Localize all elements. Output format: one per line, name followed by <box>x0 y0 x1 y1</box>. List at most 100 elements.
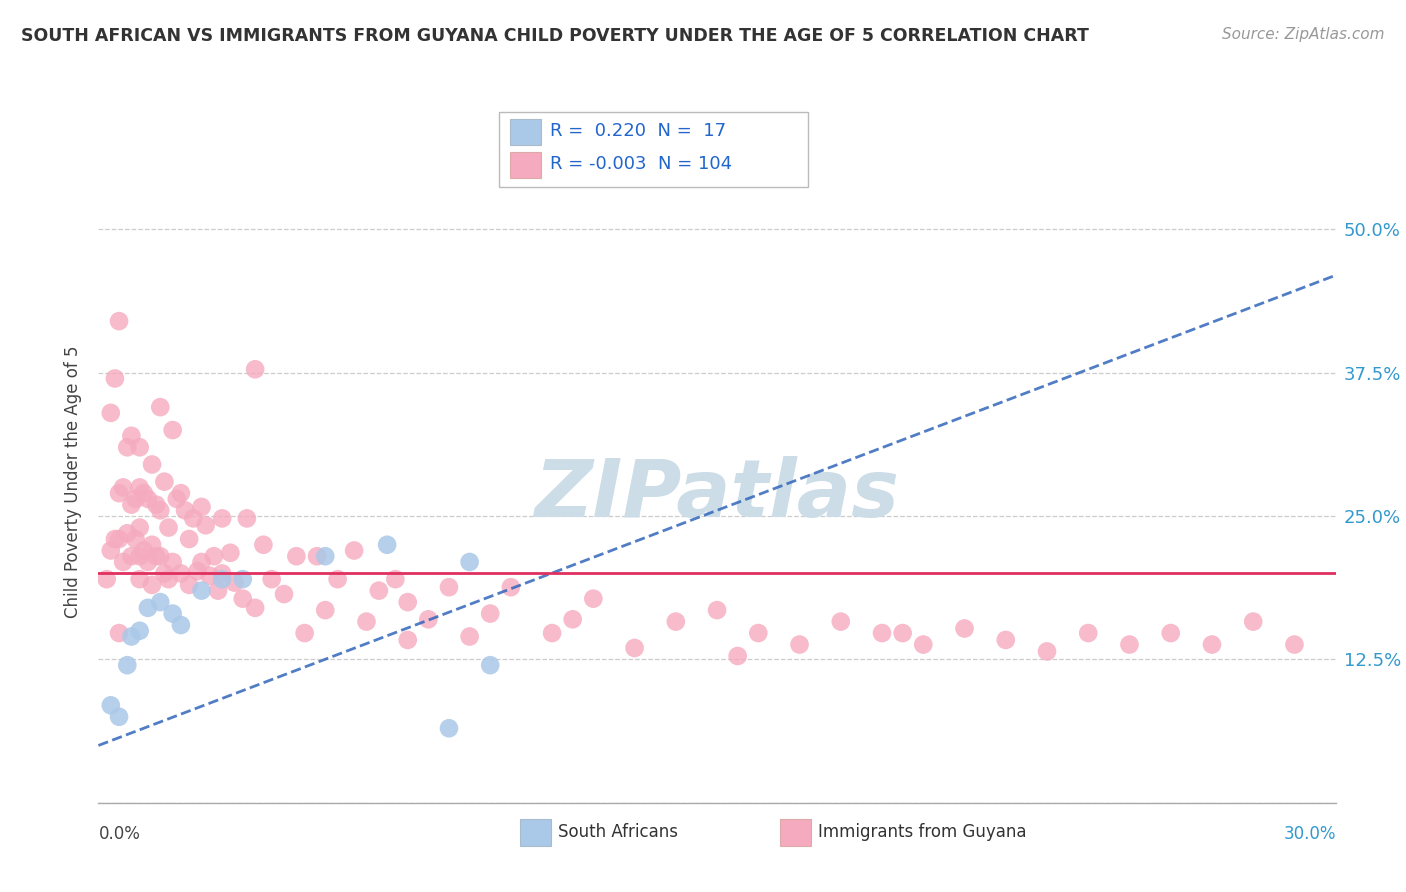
Point <box>104 371 127 385</box>
Point <box>162 607 184 621</box>
Point <box>499 580 522 594</box>
Point <box>727 648 749 663</box>
Point <box>232 591 254 606</box>
Point <box>747 626 769 640</box>
Point <box>314 603 336 617</box>
Point <box>153 566 176 581</box>
Point <box>384 572 406 586</box>
Point <box>153 475 176 489</box>
Point <box>141 458 163 472</box>
Point <box>285 549 308 564</box>
Text: Source: ZipAtlas.com: Source: ZipAtlas.com <box>1222 27 1385 42</box>
Point <box>117 526 139 541</box>
Y-axis label: Child Poverty Under the Age of 5: Child Poverty Under the Age of 5 <box>65 345 83 618</box>
Point <box>190 583 212 598</box>
Point <box>108 710 131 724</box>
Point <box>1077 626 1099 640</box>
Point <box>149 503 172 517</box>
Point <box>136 491 159 506</box>
Text: Immigrants from Guyana: Immigrants from Guyana <box>818 823 1026 841</box>
Point <box>157 572 180 586</box>
Point <box>789 638 811 652</box>
Point <box>479 658 502 673</box>
Point <box>117 658 139 673</box>
Point <box>141 538 163 552</box>
Point <box>128 480 150 494</box>
Point <box>132 543 155 558</box>
Point <box>108 314 131 328</box>
Point <box>243 600 266 615</box>
Point <box>367 583 389 598</box>
Point <box>1118 638 1140 652</box>
Text: SOUTH AFRICAN VS IMMIGRANTS FROM GUYANA CHILD POVERTY UNDER THE AGE OF 5 CORRELA: SOUTH AFRICAN VS IMMIGRANTS FROM GUYANA … <box>21 27 1090 45</box>
Point <box>458 630 481 644</box>
Point <box>912 638 935 652</box>
Point <box>232 572 254 586</box>
Point <box>326 572 349 586</box>
Point <box>211 566 233 581</box>
Point <box>294 626 316 640</box>
Point <box>305 549 328 564</box>
Point <box>120 498 142 512</box>
Point <box>100 543 122 558</box>
Point <box>132 486 155 500</box>
Point <box>186 564 208 578</box>
Point <box>128 549 150 564</box>
Point <box>273 587 295 601</box>
Point <box>207 583 229 598</box>
Point <box>100 406 122 420</box>
Point <box>224 575 246 590</box>
Point <box>149 549 172 564</box>
Point <box>170 618 193 632</box>
Point <box>128 520 150 534</box>
Point <box>236 511 259 525</box>
Point <box>1241 615 1264 629</box>
Point <box>198 568 221 582</box>
Point <box>104 532 127 546</box>
Point <box>170 566 193 581</box>
Point <box>141 578 163 592</box>
Point <box>112 480 135 494</box>
Point <box>418 612 440 626</box>
Point <box>108 626 131 640</box>
Point <box>112 555 135 569</box>
Point <box>211 572 233 586</box>
Point <box>128 624 150 638</box>
Point <box>108 486 131 500</box>
Point <box>541 626 564 640</box>
Point <box>202 549 225 564</box>
Point <box>260 572 283 586</box>
Point <box>157 520 180 534</box>
Point <box>128 440 150 454</box>
Point <box>356 615 378 629</box>
Point <box>166 491 188 506</box>
Text: R = -0.003  N = 104: R = -0.003 N = 104 <box>550 155 733 173</box>
Point <box>179 532 201 546</box>
Point <box>437 580 460 594</box>
Point <box>830 615 852 629</box>
Point <box>149 400 172 414</box>
Point <box>343 543 366 558</box>
Point <box>953 622 976 636</box>
Point <box>479 607 502 621</box>
Point <box>120 549 142 564</box>
Point <box>179 578 201 592</box>
Point <box>194 518 217 533</box>
Point <box>396 595 419 609</box>
Point <box>219 546 242 560</box>
Point <box>128 572 150 586</box>
Point <box>994 632 1017 647</box>
Point <box>162 555 184 569</box>
Point <box>162 423 184 437</box>
Point <box>120 429 142 443</box>
Point <box>124 491 146 506</box>
Point <box>1160 626 1182 640</box>
Point <box>136 600 159 615</box>
Point <box>117 440 139 454</box>
Point <box>136 555 159 569</box>
Point <box>1284 638 1306 652</box>
Text: ZIPatlas: ZIPatlas <box>534 456 900 533</box>
Point <box>181 511 204 525</box>
Text: 0.0%: 0.0% <box>98 825 141 843</box>
Point <box>145 498 167 512</box>
